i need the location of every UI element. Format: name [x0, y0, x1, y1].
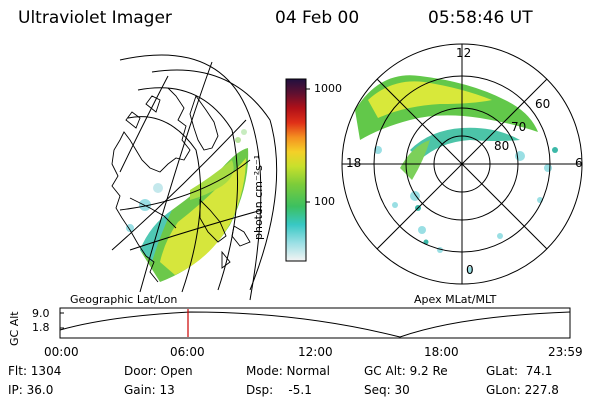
xtick-0600: 06:00: [170, 345, 205, 359]
status-glon: GLon: 227.8: [486, 383, 559, 397]
globe-lon-4: [129, 209, 263, 251]
globe-speckle-5: [241, 129, 247, 135]
mlt-label-18: 18: [346, 156, 362, 170]
mlt-label-12: 12: [456, 46, 472, 60]
globe-aurora-inner: [160, 158, 246, 275]
globe-speckle-2: [153, 183, 163, 193]
polar-aurora-arc: [410, 127, 520, 160]
globe-lat-2: [137, 87, 239, 291]
status-glat: GLat: 74.1: [486, 364, 553, 378]
globe-lon-2: [111, 119, 247, 251]
polar-aurora-arc-2: [400, 140, 430, 180]
altitude-ylabel: GC Alt: [8, 311, 21, 346]
polar-dot-4: [418, 226, 426, 234]
xtick-1800: 18:00: [424, 345, 459, 359]
status-flt: Flt: 1304: [8, 364, 62, 378]
globe-lon-1: [139, 61, 213, 293]
polar-dot-3: [544, 164, 552, 172]
mlat-label-80: 80: [494, 139, 510, 153]
globe-lat-3: [127, 116, 202, 293]
polar-dot-7: [497, 233, 503, 239]
mlt-label-6: 6: [575, 156, 583, 170]
status-gcalt: GC Alt: 9.2 Re: [364, 364, 448, 378]
globe-speckle-4: [235, 137, 241, 143]
xtick-2359: 23:59: [548, 345, 583, 359]
instrument-title: Ultraviolet Imager: [18, 8, 172, 28]
polar-dot-1: [374, 146, 382, 154]
mlt-label-0: 0: [466, 263, 474, 277]
polar-aurora-core: [368, 81, 492, 118]
status-dsp: Dsp: -5.1: [246, 383, 312, 397]
colorbar-label-100: 100: [314, 195, 335, 208]
apex-panel-label: Apex MLat/MLT: [414, 293, 497, 306]
altitude-ytick-18: 1.8: [32, 321, 50, 334]
status-ip: IP: 36.0: [8, 383, 54, 397]
status-seq: Seq: 30: [364, 383, 410, 397]
globe-speckle-3: [126, 224, 134, 232]
globe-lat-1: [151, 69, 278, 291]
geographic-panel-label: Geographic Lat/Lon: [70, 293, 178, 306]
mlat-label-60: 60: [535, 97, 551, 111]
colorbar-unit-label: photon cm⁻²s⁻¹: [252, 154, 265, 240]
colorbar-label-1000: 1000: [314, 82, 342, 95]
colorbar: [285, 78, 307, 262]
geographic-globe: [111, 54, 278, 301]
status-mode: Mode: Normal: [246, 364, 330, 378]
altitude-plot: [59, 307, 571, 339]
polar-dot-6: [467, 267, 473, 273]
altitude-frame: [59, 307, 571, 339]
date-label: 04 Feb 00: [275, 8, 360, 28]
polar-spoke-d2: [376, 78, 548, 250]
globe-lon-3: [119, 159, 251, 211]
xtick-1200: 12:00: [298, 345, 333, 359]
status-door: Door: Open: [124, 364, 193, 378]
xtick-0000: 00:00: [44, 345, 79, 359]
globe-limb: [119, 54, 262, 301]
status-gain: Gain: 13: [124, 383, 175, 397]
mlat-label-70: 70: [511, 120, 527, 134]
altitude-ytick-9: 9.0: [32, 307, 50, 320]
globe-lon-5: [119, 75, 169, 173]
coastline: [111, 87, 251, 283]
altitude-curve: [59, 311, 571, 338]
polar-dot-8: [392, 202, 398, 208]
polar-dot-13: [552, 147, 558, 153]
time-label: 05:58:46 UT: [428, 8, 533, 28]
polar-plot: [341, 43, 583, 285]
